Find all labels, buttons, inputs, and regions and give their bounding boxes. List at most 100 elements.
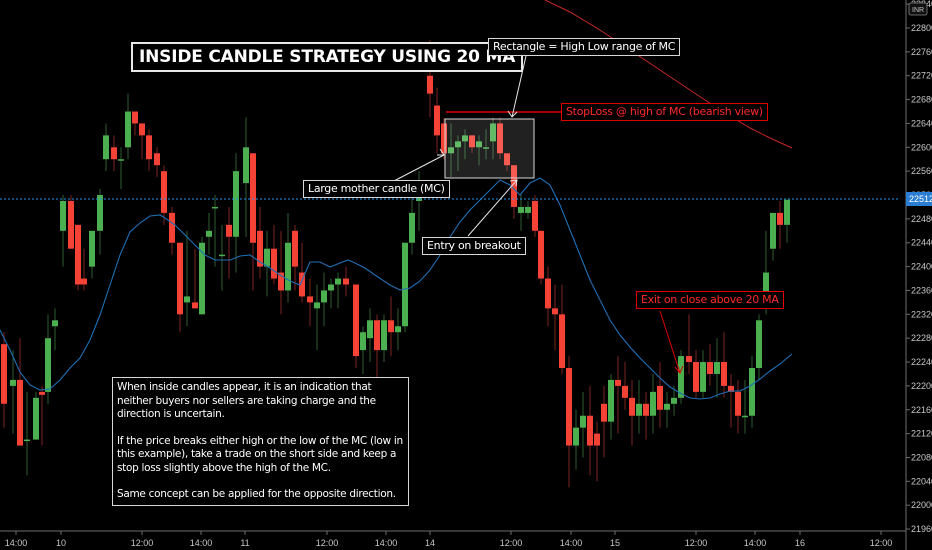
- svg-text:INR: INR: [912, 7, 924, 14]
- price-tick-label: 22000: [911, 500, 932, 510]
- chart-title: INSIDE CANDLE STRATEGY USING 20 MA: [131, 42, 524, 72]
- candle: [601, 385, 607, 458]
- candle: [490, 117, 496, 160]
- candle: [132, 111, 138, 136]
- price-tick-label: 22320: [911, 309, 932, 319]
- candle: [636, 379, 642, 434]
- candle: [409, 189, 415, 255]
- candle: [402, 242, 408, 333]
- candle: [749, 356, 755, 428]
- price-tick-label: 21960: [911, 524, 932, 534]
- candle: [532, 195, 538, 237]
- candle: [139, 123, 145, 160]
- candle: [226, 206, 232, 279]
- candle: [314, 284, 320, 351]
- candle: [118, 147, 124, 190]
- candle: [328, 278, 334, 309]
- price-tick-label: 22240: [911, 357, 932, 367]
- currency-badge[interactable]: INR: [908, 2, 928, 16]
- candle: [307, 278, 313, 327]
- candle: [777, 200, 783, 249]
- candle: [545, 266, 551, 327]
- candle: [643, 391, 649, 440]
- exit-arrow: [659, 310, 684, 374]
- mother-candle-label: Large mother candle (MC): [303, 180, 450, 198]
- candle: [552, 284, 558, 351]
- annotation-arrows: [391, 55, 527, 237]
- candle: [714, 338, 720, 398]
- price-tick-label: 22400: [911, 262, 932, 272]
- explanation-paragraph-3: Same concept can be applied for the oppo…: [117, 488, 396, 500]
- candle: [169, 206, 175, 255]
- price-tick-label: 22200: [911, 381, 932, 391]
- candle: [68, 195, 74, 249]
- exit-label: Exit on close above 20 MA: [636, 291, 784, 309]
- time-tick-label: 15: [610, 538, 620, 548]
- candle: [469, 135, 475, 154]
- rectangle-arrow: [507, 55, 527, 118]
- candle: [728, 373, 734, 428]
- price-tick-label: 22080: [911, 452, 932, 462]
- candle: [39, 385, 45, 446]
- candle: [125, 93, 131, 160]
- candle: [335, 272, 341, 309]
- candle: [504, 153, 510, 172]
- candle: [441, 117, 447, 160]
- candle: [497, 117, 503, 160]
- time-tick-label: 16: [795, 538, 805, 548]
- candle: [60, 195, 66, 267]
- price-tick-label: 22440: [911, 238, 932, 248]
- candle: [161, 165, 167, 225]
- candle: [206, 212, 212, 255]
- entry-arrow: [467, 179, 518, 237]
- candle: [462, 129, 468, 160]
- candle: [448, 123, 454, 178]
- price-tick-label: 22800: [911, 23, 932, 33]
- candle: [650, 373, 656, 434]
- svg-text:22512: 22512: [909, 194, 932, 204]
- time-tick-label: 12:00: [316, 538, 339, 548]
- candle: [525, 200, 531, 219]
- time-tick-label: 11: [240, 538, 249, 548]
- candle: [434, 87, 440, 154]
- price-tick-label: 22760: [911, 47, 932, 57]
- explanation-paragraph-1: When inside candles appear, it is an ind…: [117, 381, 376, 420]
- candle: [257, 206, 263, 279]
- candle: [395, 308, 401, 351]
- candle: [707, 344, 713, 386]
- candle: [1, 332, 7, 428]
- candle: [615, 356, 621, 434]
- candle: [192, 248, 198, 309]
- candle: [52, 308, 58, 351]
- candle: [219, 224, 225, 291]
- candle: [199, 236, 205, 315]
- candle: [629, 379, 635, 446]
- mother-candle-range-rectangle[interactable]: [444, 118, 535, 179]
- time-tick-label: 10: [56, 538, 66, 548]
- candle: [756, 314, 762, 380]
- price-tick-label: 22680: [911, 95, 932, 105]
- time-tick-label: 12:00: [131, 538, 154, 548]
- candle: [735, 379, 741, 434]
- candle: [111, 135, 117, 172]
- candle: [75, 224, 81, 291]
- candle: [353, 284, 359, 369]
- entry-label: Entry on breakout: [422, 237, 526, 255]
- candle: [89, 230, 95, 279]
- candle: [250, 153, 256, 291]
- time-tick-label: 14:00: [190, 538, 213, 548]
- time-axis[interactable]: 14:00 10 12:00 14:00 11 12:00 14:00 14 12:00 14:0…: [5, 531, 893, 548]
- candle: [608, 373, 614, 440]
- candle: [455, 135, 461, 172]
- time-tick-label: 12:00: [870, 538, 893, 548]
- candle: [657, 362, 663, 428]
- candle: [374, 314, 380, 380]
- candle: [343, 266, 349, 297]
- time-tick-label: 14:00: [375, 538, 398, 548]
- time-tick-label: 14:00: [5, 538, 28, 548]
- time-tick-label: 14:00: [560, 538, 583, 548]
- candle: [10, 350, 16, 434]
- candle: [285, 212, 291, 303]
- candle: [594, 421, 600, 482]
- price-tick-label: 22160: [911, 405, 932, 415]
